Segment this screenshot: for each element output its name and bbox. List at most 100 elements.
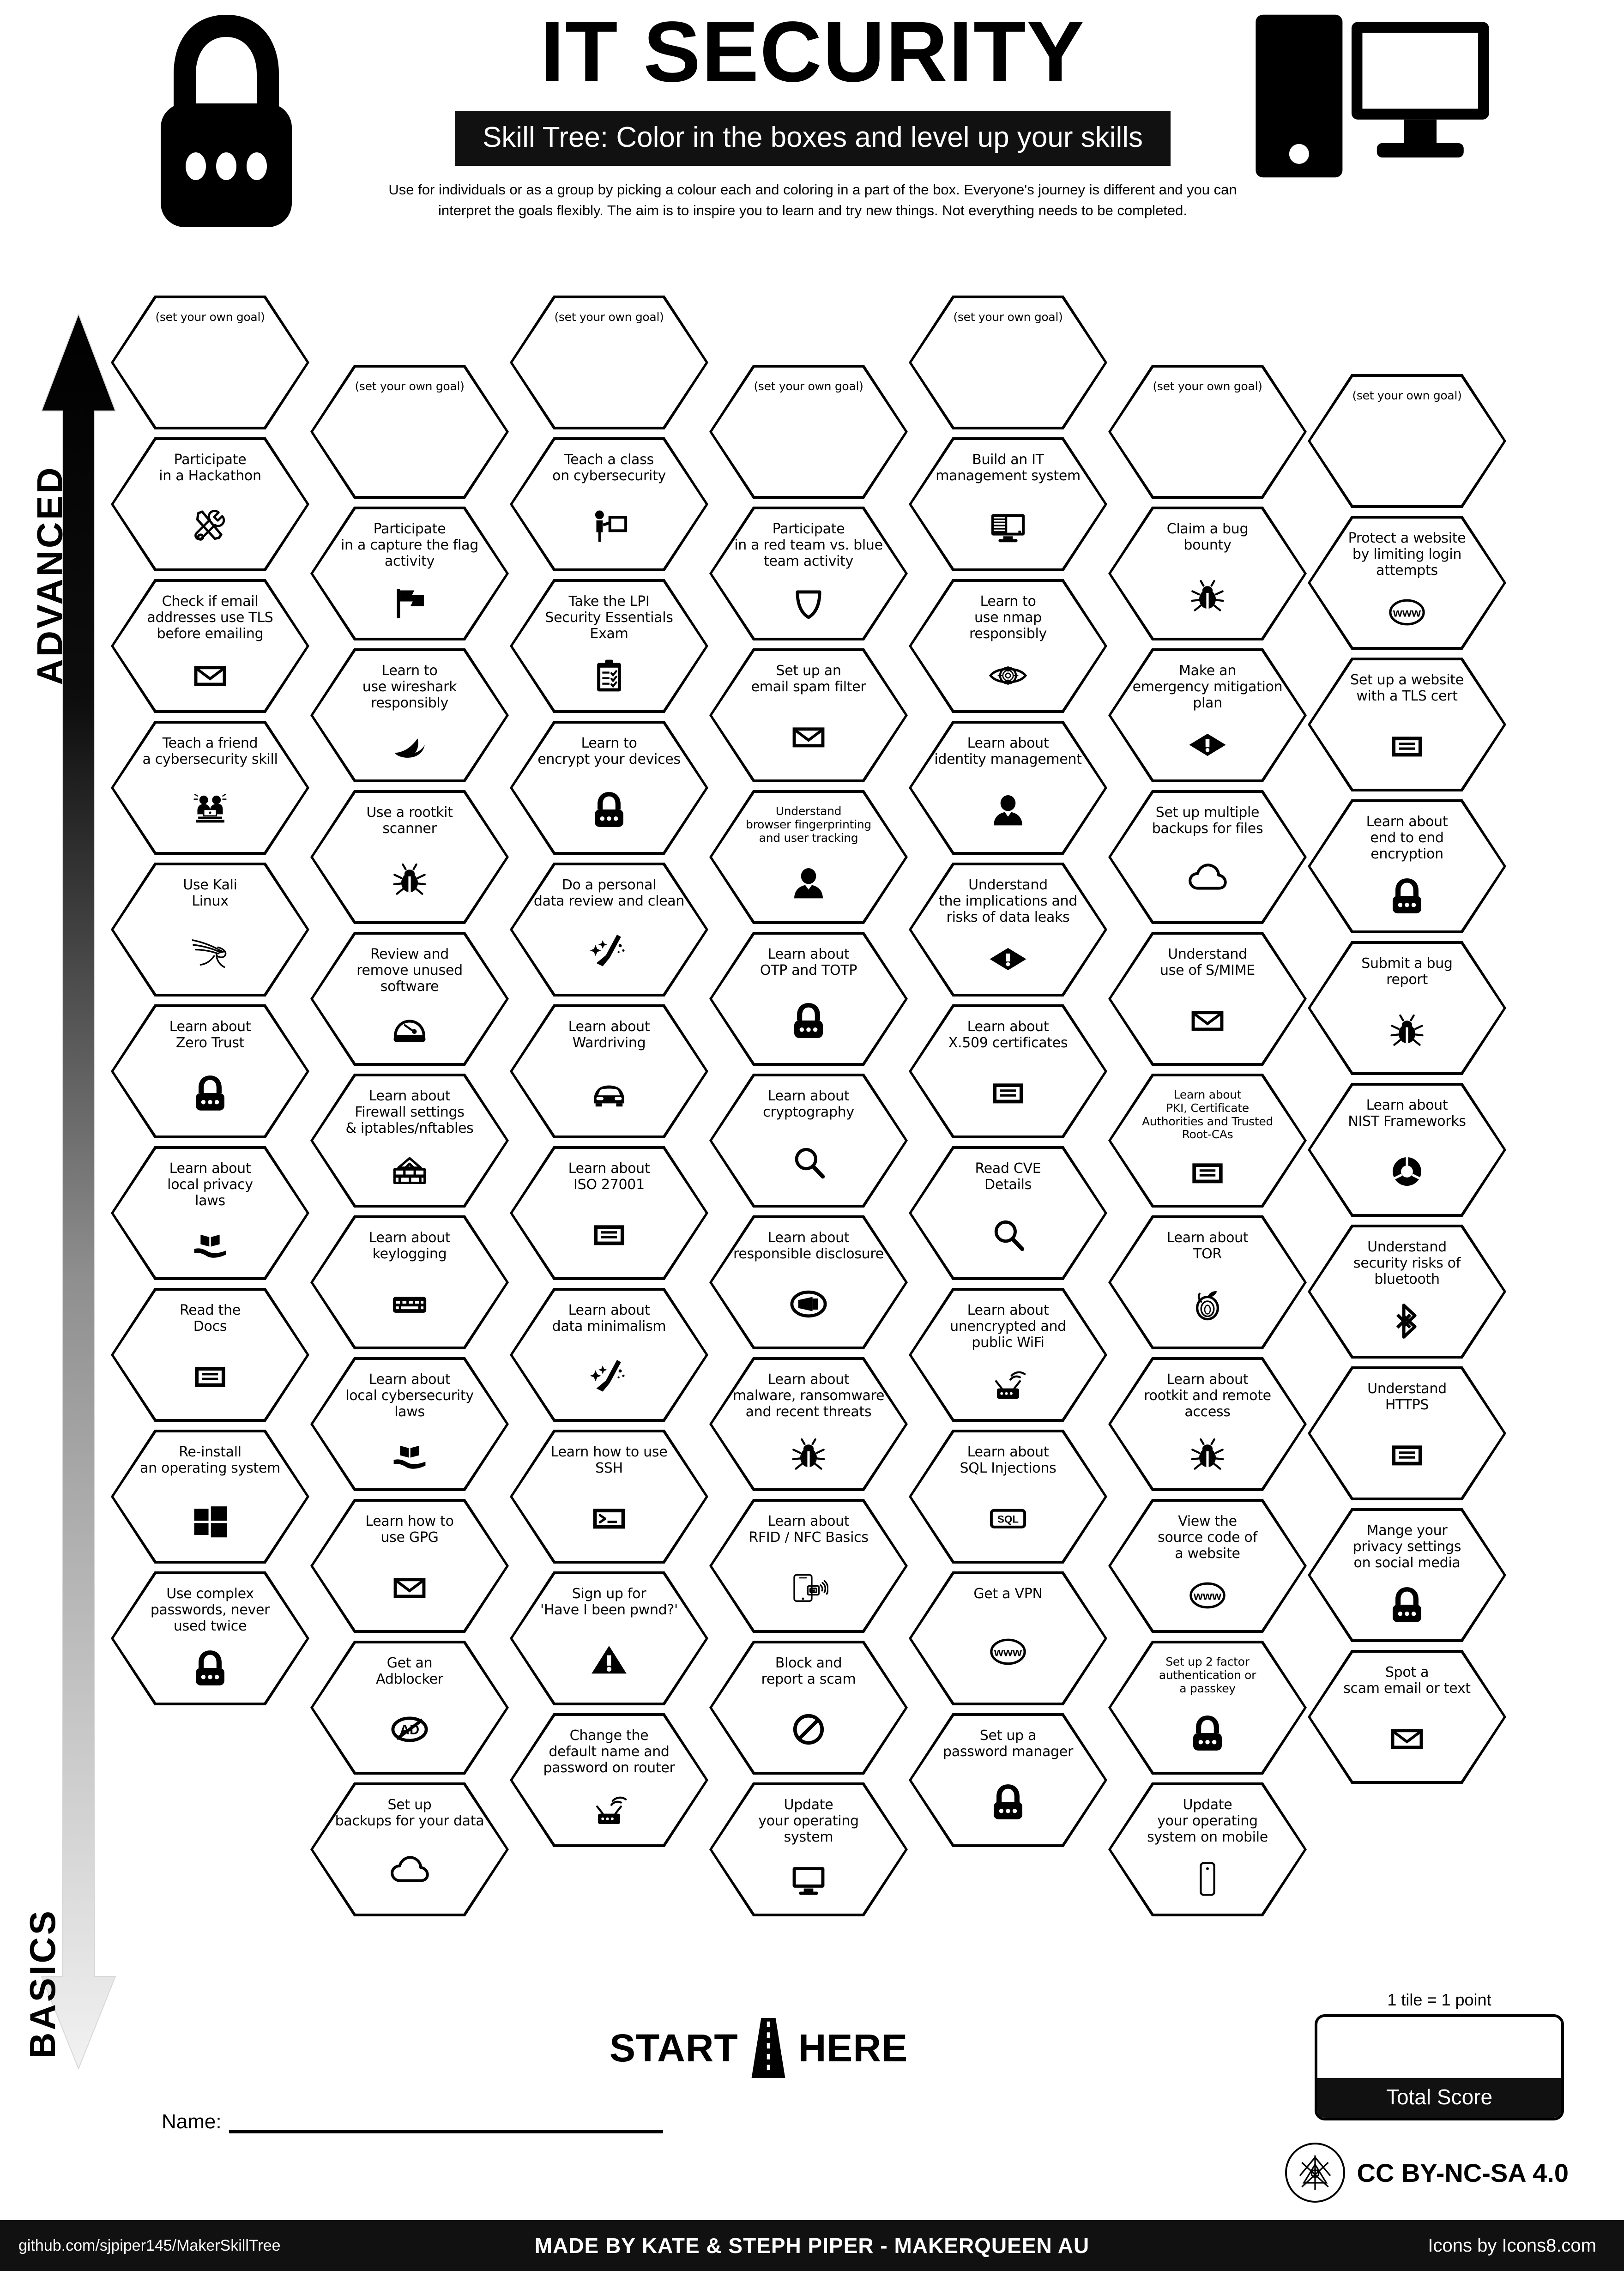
skill-tile[interactable]: Build an IT management system (909, 437, 1107, 571)
skill-tile[interactable]: Learn about unencrypted and public WiFi (909, 1288, 1107, 1422)
padlock-icon (1329, 1575, 1485, 1635)
skill-tile[interactable]: Learn about rootkit and remote access (1108, 1357, 1307, 1491)
skill-tile[interactable]: Learn about Firewall settings & iptables/n… (310, 1074, 509, 1208)
skill-tile[interactable]: Learn about keylogging (310, 1215, 509, 1349)
skill-tile[interactable]: Learn about local privacy laws (111, 1146, 309, 1280)
envelope-icon (132, 646, 288, 706)
skill-tile[interactable]: Learn about NIST Frameworks (1308, 1083, 1506, 1217)
skill-tile[interactable]: Learn about responsible disclosure (709, 1215, 908, 1349)
skill-tile[interactable]: (set your own goal) (310, 365, 509, 499)
skill-tile[interactable]: Read CVE Details (909, 1146, 1107, 1280)
skill-tile[interactable]: Use complex passwords, never used twice (111, 1571, 309, 1705)
skill-tile[interactable]: Participate in a red team vs. blue team ac… (709, 507, 908, 640)
skill-tile[interactable]: Learn about SQL Injections SQL (909, 1430, 1107, 1564)
footer-repo-link[interactable]: github.com/sjpiper145/MakerSkillTree (18, 2236, 281, 2254)
skill-tile-label: (set your own goal) (754, 380, 863, 393)
skill-tile[interactable]: Review and remove unused software (310, 932, 509, 1066)
start-here-marker: START HERE (610, 2018, 908, 2078)
skill-tile[interactable]: Set up 2 factor authentication or a passke… (1108, 1641, 1307, 1775)
skill-tile[interactable]: (set your own goal) (709, 365, 908, 499)
skill-tile[interactable]: (set your own goal) (1108, 365, 1307, 499)
skill-tile[interactable]: Understand use of S/MIME (1108, 932, 1307, 1066)
skill-tile[interactable]: Set up multiple backups for files (1108, 790, 1307, 924)
skill-tile[interactable]: Update your operating system on mobile (1108, 1782, 1307, 1916)
skill-tile[interactable]: Learn about local cybersecurity laws (310, 1357, 509, 1491)
skill-tile[interactable]: Mange your privacy settings on social medi… (1308, 1508, 1506, 1642)
skill-tile[interactable]: Set up backups for your data (310, 1782, 509, 1916)
skill-tile[interactable]: Learn about identity management (909, 721, 1107, 855)
skill-tile[interactable]: Learn about Wardriving (510, 1004, 708, 1138)
skill-tile[interactable]: Make an emergency mitigation plan (1108, 648, 1307, 782)
footer-icons-credit[interactable]: Icons by Icons8.com (1428, 2235, 1596, 2256)
skill-tile[interactable]: Do a personal data review and clean (510, 863, 708, 997)
skill-tile-label: Check if email addresses use TLS before em… (147, 593, 273, 642)
hex-body: Participate in a Hackathon (114, 440, 307, 568)
skill-tile[interactable]: Learn to encrypt your devices (510, 721, 708, 855)
skill-tile[interactable]: Read the Docs (111, 1288, 309, 1422)
skill-tile[interactable]: (set your own goal) (909, 296, 1107, 429)
skill-tile[interactable]: Set up a website with a TLS cert (1308, 658, 1506, 791)
megaphone-circle-icon (730, 1266, 887, 1342)
skill-tile[interactable]: Learn about data minimalism (510, 1288, 708, 1422)
skill-tile[interactable]: Use Kali Linux (111, 863, 309, 997)
hex-body: Spot a scam email or text (1310, 1653, 1503, 1781)
skill-tile[interactable]: Understand browser fingerprinting and user… (709, 790, 908, 924)
name-input-line[interactable] (229, 2129, 663, 2133)
skill-tile[interactable]: Learn to use wireshark responsibly (310, 648, 509, 782)
skill-tile[interactable]: Learn about cryptography (709, 1074, 908, 1208)
skill-tile[interactable]: Spot a scam email or text (1308, 1650, 1506, 1784)
open-book-hand-icon (332, 1424, 488, 1484)
skill-tile[interactable]: Use a rootkit scanner (310, 790, 509, 924)
skill-tile[interactable]: Understand the implications and risks of d… (909, 863, 1107, 997)
total-score-card[interactable]: Total Score (1315, 2014, 1564, 2120)
tools-icon (132, 488, 288, 564)
skill-tile[interactable]: Learn to use nmap responsibly (909, 579, 1107, 713)
skill-tile-label: Re-install an operating system (140, 1444, 280, 1476)
hex-body: Set up backups for your data (313, 1785, 506, 1914)
skill-tile-label: Do a personal data review and clean (533, 877, 685, 909)
skill-tile[interactable]: View the source code of a website www (1108, 1499, 1307, 1633)
skill-tile[interactable]: Teach a class on cybersecurity (510, 437, 708, 571)
skill-tile[interactable]: Claim a bug bounty (1108, 507, 1307, 640)
skill-tile[interactable]: Learn about OTP and TOTP (709, 932, 908, 1066)
skill-tile[interactable]: Block and report a scam (709, 1641, 908, 1775)
skill-tile[interactable]: Learn about X.509 certificates (909, 1004, 1107, 1138)
skill-tile[interactable]: Understand security risks of bluetooth (1308, 1225, 1506, 1359)
skill-tile[interactable]: (set your own goal) (111, 296, 309, 429)
skill-tile[interactable]: Get a VPN www (909, 1571, 1107, 1705)
skill-tile[interactable]: Learn about malware, ransomware and recent… (709, 1357, 908, 1491)
skill-tile[interactable]: Check if email addresses use TLS before em… (111, 579, 309, 713)
skill-tile[interactable]: Take the LPI Security Essentials Exam (510, 579, 708, 713)
skill-tile[interactable]: Update your operating system (709, 1782, 908, 1916)
skill-tile[interactable]: Learn about TOR (1108, 1215, 1307, 1349)
skill-tile[interactable]: Learn about RFID / NFC Basics (709, 1499, 908, 1633)
nfc-phone-icon (730, 1550, 887, 1625)
skill-tile[interactable]: Learn about Zero Trust (111, 1004, 309, 1138)
skill-tile[interactable]: Set up an email spam filter (709, 648, 908, 782)
skill-tile[interactable]: Learn how to use GPG (310, 1499, 509, 1633)
skill-tile-label: Learn about ISO 27001 (568, 1160, 650, 1193)
skill-tile[interactable]: Protect a website by limiting login attemp… (1308, 516, 1506, 650)
skill-tile[interactable]: Change the default name and password on ro… (510, 1713, 708, 1847)
skill-tile[interactable]: Understand HTTPS (1308, 1366, 1506, 1500)
skill-tile[interactable]: Set up a password manager (909, 1713, 1107, 1847)
hex-body: Protect a website by limiting login attemp… (1310, 519, 1503, 647)
skill-tile[interactable]: (set your own goal) (1308, 374, 1506, 508)
skill-tile[interactable]: (set your own goal) (510, 296, 708, 429)
skill-tile[interactable]: Sign up for 'Have I been pwnd?' (510, 1571, 708, 1705)
none (132, 327, 288, 422)
skill-tile[interactable]: Learn how to use SSH (510, 1430, 708, 1564)
skill-tile[interactable]: Learn about ISO 27001 (510, 1146, 708, 1280)
name-field-row[interactable]: Name: (162, 2110, 663, 2133)
skill-tile[interactable]: Re-install an operating system (111, 1430, 309, 1564)
two-people-laptop-icon (132, 772, 288, 847)
skill-tile-label: Learn about unencrypted and public WiFi (950, 1302, 1066, 1351)
skill-tile[interactable]: Learn about PKI, Certificate Authorities a… (1108, 1074, 1307, 1208)
skill-tile[interactable]: Participate in a Hackathon (111, 437, 309, 571)
skill-tile[interactable]: Teach a friend a cybersecurity skill (111, 721, 309, 855)
skill-tile-label: (set your own goal) (355, 380, 465, 393)
skill-tile[interactable]: Participate in a capture the flag activity (310, 507, 509, 640)
skill-tile[interactable]: Submit a bug report (1308, 941, 1506, 1075)
skill-tile[interactable]: Learn about end to end encryption (1308, 799, 1506, 933)
